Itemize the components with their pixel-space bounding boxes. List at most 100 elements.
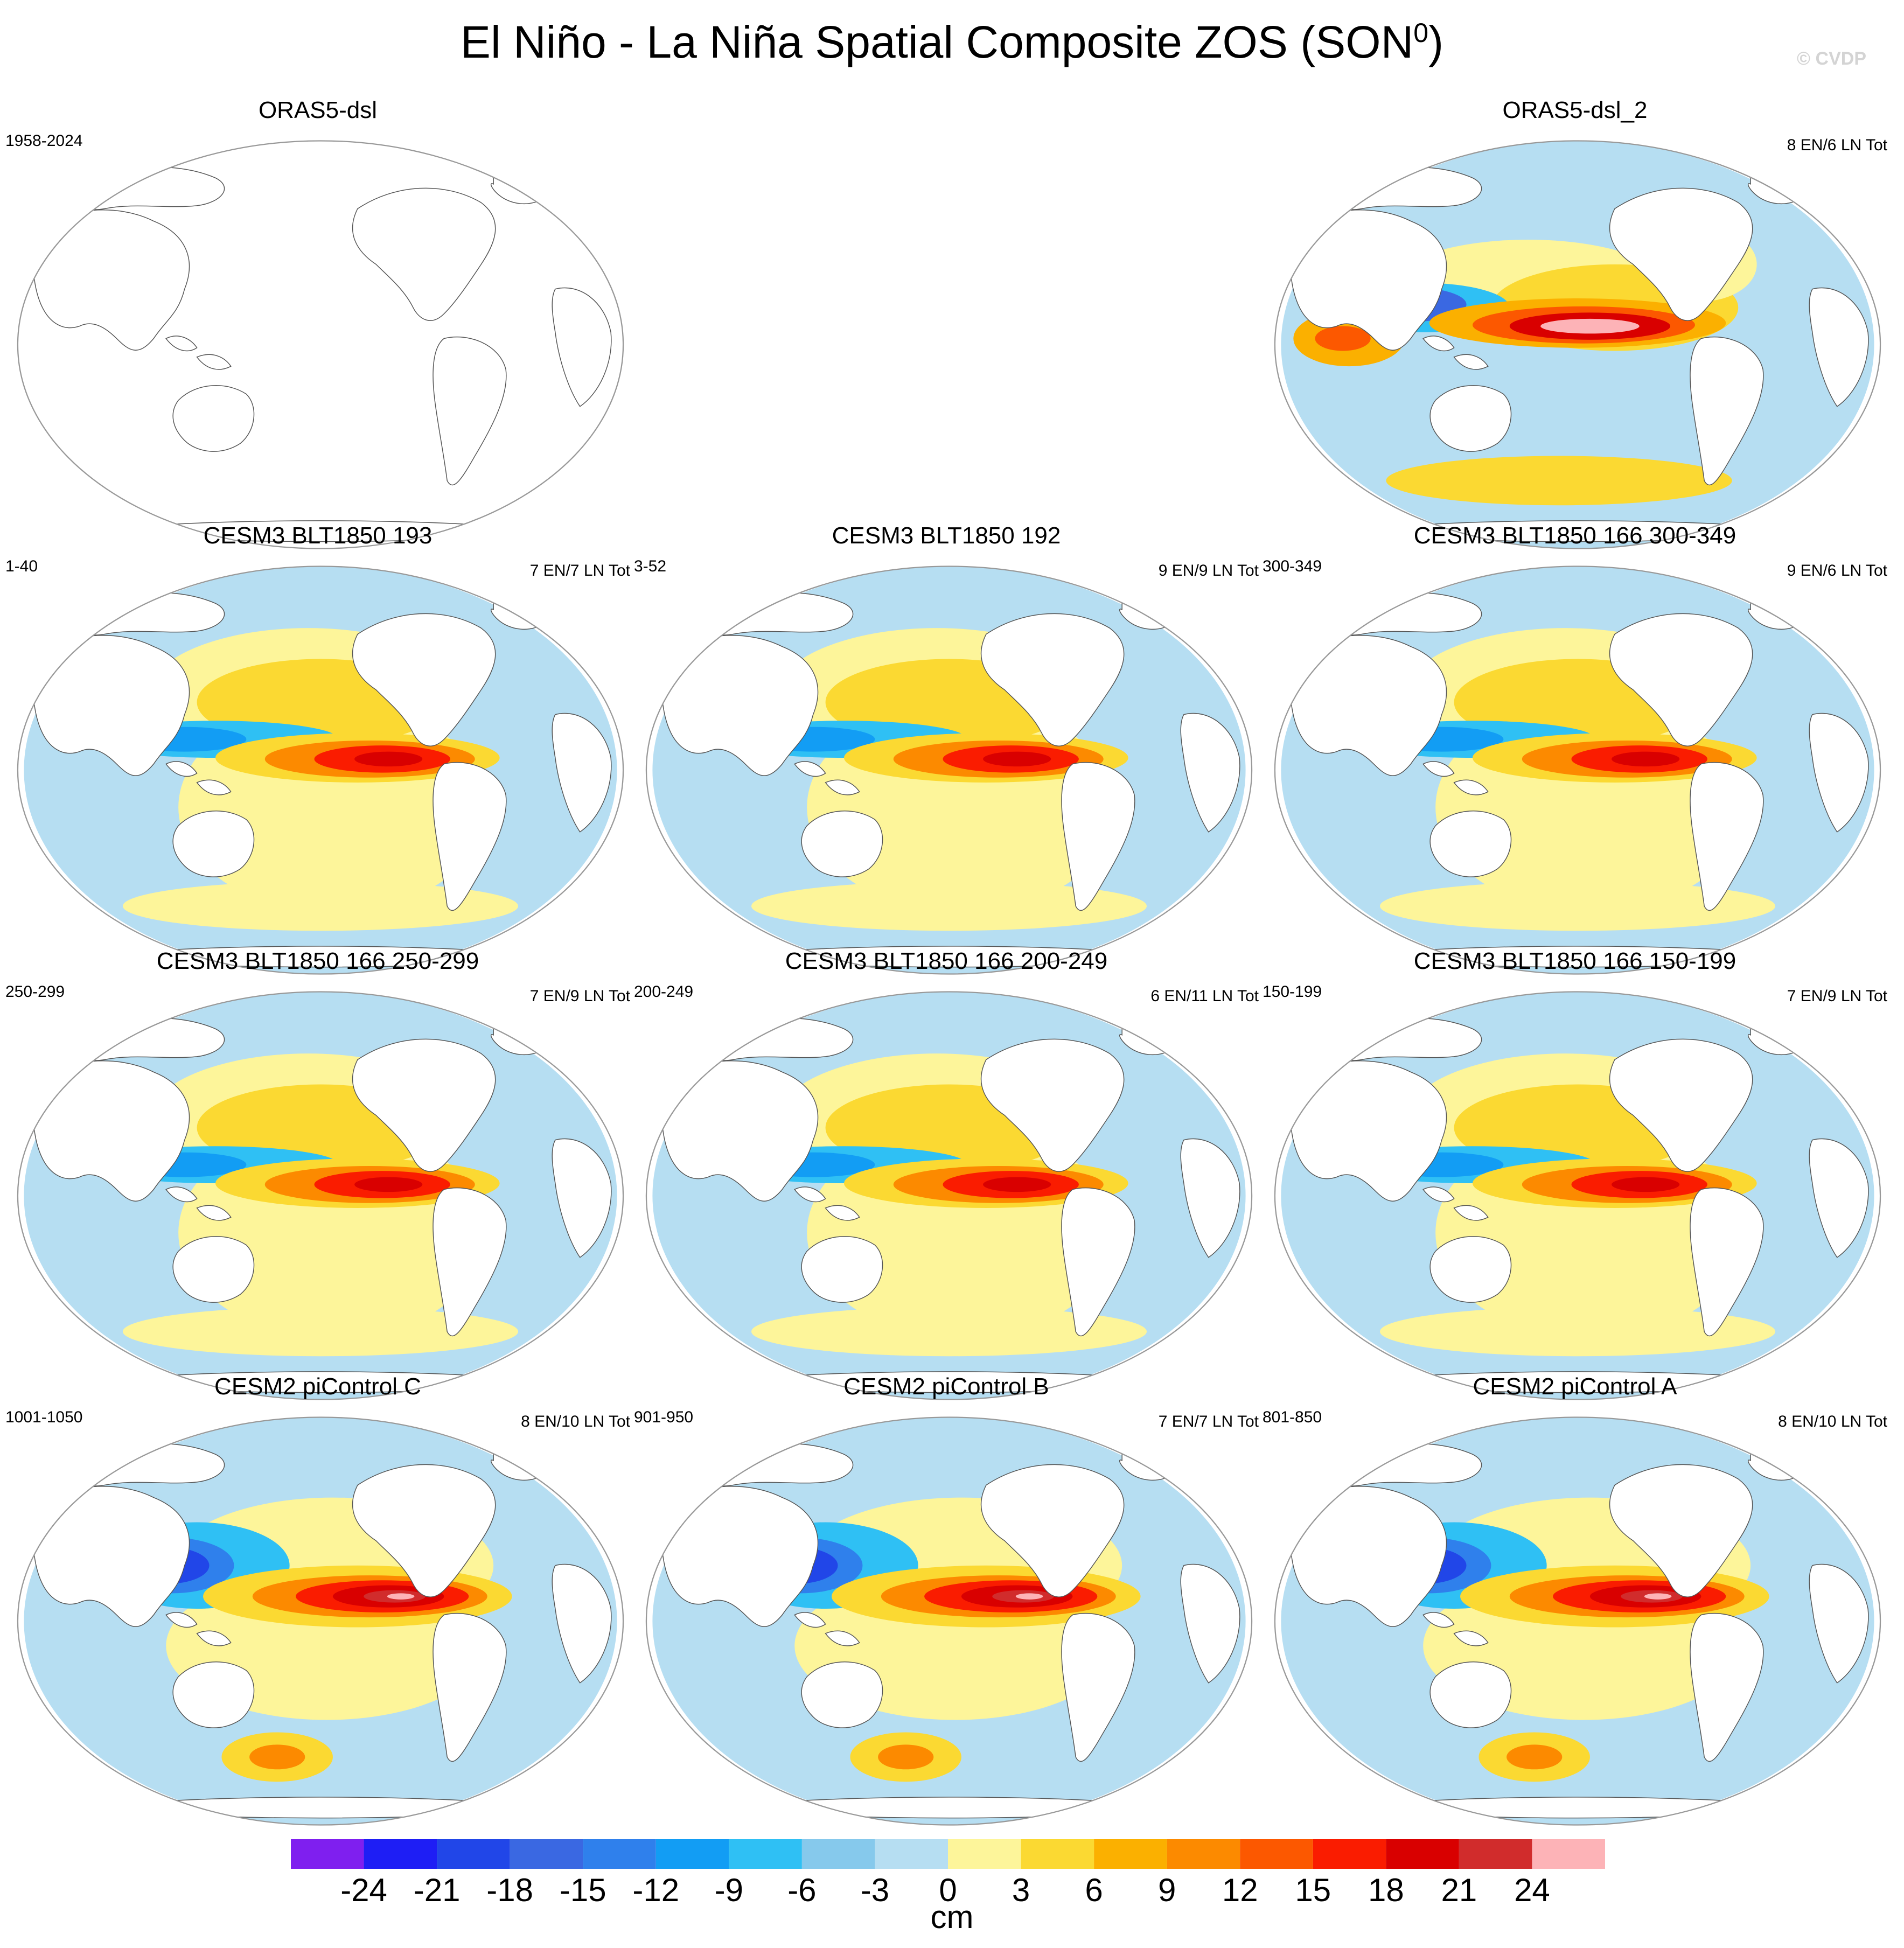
map-field xyxy=(24,566,617,974)
map-border xyxy=(1274,140,1881,549)
panel-period-label: 300-349 xyxy=(1263,557,1322,575)
coastline xyxy=(165,761,198,777)
coastline xyxy=(196,354,232,370)
colorbar-tick-label: -15 xyxy=(560,1872,606,1908)
colorbar-swatch xyxy=(1021,1839,1094,1869)
colorbar-tick-label: 9 xyxy=(1158,1872,1176,1908)
coastline xyxy=(1429,385,1512,452)
figure-title: El Niño - La Niña Spatial Composite ZOS … xyxy=(460,17,1444,67)
colorbar-swatch xyxy=(437,1839,510,1869)
map-p9 xyxy=(645,1416,1253,1826)
colorbar-swatch xyxy=(1094,1839,1167,1869)
colorbar-swatch xyxy=(729,1839,802,1869)
panel-title: CESM3 BLT1850 166 250-299 xyxy=(156,948,479,974)
map-border xyxy=(1274,991,1881,1400)
coastline xyxy=(32,1060,190,1202)
panel-title: CESM3 BLT1850 193 xyxy=(203,522,433,549)
anomaly-contour xyxy=(354,1177,423,1192)
coastline xyxy=(661,1060,819,1202)
panel-title: ORAS5-dsl_2 xyxy=(1502,97,1648,123)
anomaly-contour xyxy=(751,1307,1147,1357)
coastline xyxy=(1323,1017,1482,1061)
panel-event-count: 8 EN/10 LN Tot xyxy=(521,1413,630,1430)
panel-period-label: 901-950 xyxy=(634,1408,694,1426)
coastline xyxy=(1422,761,1455,777)
map-p4 xyxy=(1274,565,1881,975)
anomaly-contour xyxy=(387,1593,415,1600)
anomaly-contour xyxy=(983,751,1051,767)
coastline xyxy=(552,713,612,833)
coastline xyxy=(1061,762,1135,911)
colorbar-tick-label: -21 xyxy=(414,1872,461,1908)
panel-period-label: 3-52 xyxy=(634,557,667,575)
map-p3 xyxy=(645,565,1253,975)
coastline xyxy=(172,811,255,877)
anomaly-contour xyxy=(354,751,423,767)
coastline xyxy=(196,779,232,795)
coastline xyxy=(1453,354,1489,370)
colorbar-swatch xyxy=(510,1839,583,1869)
coastline xyxy=(196,1205,232,1221)
coastline xyxy=(980,1464,1125,1597)
panel-event-count: 8 EN/10 LN Tot xyxy=(1778,1413,1887,1430)
coastline xyxy=(1289,210,1447,351)
colorbar-tick-label: 18 xyxy=(1368,1872,1404,1908)
colorbar-tick-label: -18 xyxy=(486,1872,533,1908)
map-field xyxy=(652,566,1246,974)
panel-event-count: 6 EN/11 LN Tot xyxy=(1150,987,1259,1005)
panel-title: CESM3 BLT1850 166 150-199 xyxy=(1413,948,1736,974)
colorbar-swatch xyxy=(801,1839,875,1869)
map-field xyxy=(24,992,617,1400)
map-border xyxy=(1274,565,1881,975)
coastline xyxy=(32,1486,190,1627)
coastline xyxy=(1453,1630,1489,1646)
map-field xyxy=(652,1417,1246,1825)
panel-title: CESM3 BLT1850 166 300-349 xyxy=(1413,522,1736,549)
coastline xyxy=(1429,811,1512,877)
coastline xyxy=(433,1612,507,1762)
coastline xyxy=(794,1612,826,1628)
map-p7 xyxy=(1274,991,1881,1400)
coastline xyxy=(32,635,190,776)
coastline xyxy=(172,385,255,452)
colorbar-swatch xyxy=(1240,1839,1313,1869)
map-field xyxy=(1281,992,1874,1400)
map-border xyxy=(17,565,624,975)
coastline xyxy=(1422,336,1455,352)
coastline xyxy=(1289,1486,1447,1627)
coastline xyxy=(1690,1187,1764,1337)
coastline xyxy=(552,1563,612,1684)
coastline xyxy=(825,779,860,795)
anomaly-contour xyxy=(122,881,519,931)
coastline xyxy=(695,1017,854,1061)
coastline xyxy=(1361,1797,1794,1819)
coastline xyxy=(1429,1236,1512,1303)
coastline xyxy=(980,1038,1125,1172)
map-border xyxy=(1274,1416,1881,1826)
coastline xyxy=(801,811,883,877)
anomaly-contour xyxy=(1379,881,1776,931)
colorbar-tick-label: 12 xyxy=(1222,1872,1258,1908)
colorbar-swatch xyxy=(1386,1839,1459,1869)
panel-title: ORAS5-dsl xyxy=(258,97,378,123)
panel-event-count: 9 EN/6 LN Tot xyxy=(1787,562,1887,579)
colorbar-tick-label: 3 xyxy=(1012,1872,1030,1908)
panel-event-count: 8 EN/6 LN Tot xyxy=(1787,136,1887,154)
colorbar-swatch xyxy=(1313,1839,1386,1869)
map-p10 xyxy=(1274,1416,1881,1826)
colorbar-swatch xyxy=(291,1839,364,1869)
coastline xyxy=(1609,187,1753,321)
colorbar-tick-label: 0 xyxy=(939,1872,957,1908)
colorbar-swatch xyxy=(1459,1839,1532,1869)
anomaly-contour xyxy=(1612,1177,1680,1192)
map-p8 xyxy=(17,1416,624,1826)
coastline xyxy=(66,1017,225,1061)
coastline xyxy=(794,1186,826,1203)
coastline xyxy=(172,1661,255,1728)
map-field xyxy=(24,1417,617,1825)
panel-event-count: 7 EN/9 LN Tot xyxy=(1787,987,1887,1005)
anomaly-contour xyxy=(1386,456,1732,506)
coastline xyxy=(1809,713,1869,833)
colorbar-tick-label: 15 xyxy=(1295,1872,1331,1908)
coastline xyxy=(1809,287,1869,407)
